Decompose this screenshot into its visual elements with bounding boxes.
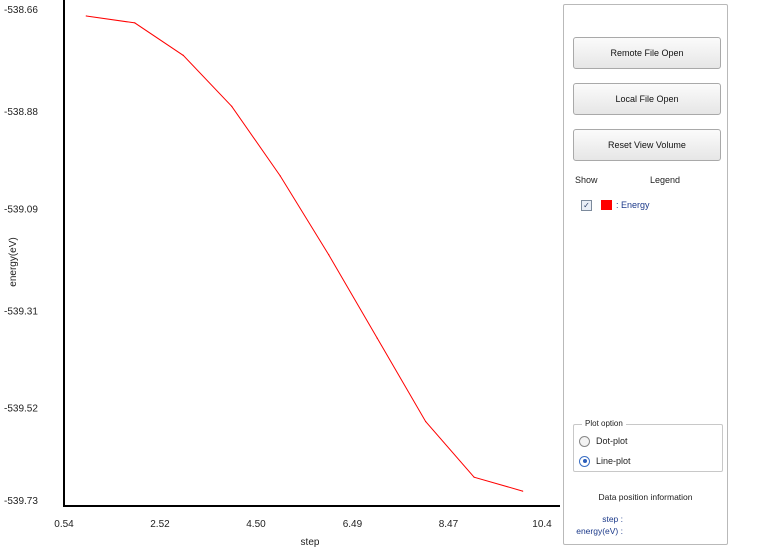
energy-data-point bbox=[328, 254, 330, 256]
show-column-header: Show bbox=[575, 175, 598, 185]
energy-data-point bbox=[522, 490, 524, 492]
line-plot-label: Line-plot bbox=[596, 456, 631, 466]
legend-color-swatch bbox=[601, 200, 612, 210]
energy-series-line bbox=[86, 15, 523, 492]
show-energy-checkbox[interactable]: ✓ bbox=[581, 199, 592, 211]
energy-line-chart[interactable]: -538.66 -538.88 -539.09 -539.31 -539.52 -539.… bbox=[0, 0, 560, 557]
legend-column-header: Legend bbox=[650, 175, 681, 185]
y-axis-title: energy(eV) bbox=[8, 237, 19, 286]
y-tick-label: -538.66 bbox=[4, 5, 38, 16]
x-axis-title: step bbox=[301, 537, 320, 548]
energy-data-point bbox=[473, 476, 475, 478]
reset-view-volume-button[interactable]: Reset View Volume bbox=[573, 129, 721, 161]
legend-item-energy: ✓ : Energy bbox=[581, 198, 650, 212]
energy-data-point bbox=[231, 105, 233, 107]
x-tick-label: 10.4 bbox=[532, 519, 552, 530]
dot-plot-label: Dot-plot bbox=[596, 436, 628, 446]
x-tick-label: 8.47 bbox=[439, 519, 459, 530]
legend-label: : Energy bbox=[616, 200, 650, 210]
remote-file-open-button[interactable]: Remote File Open bbox=[573, 37, 721, 69]
x-tick-label: 0.54 bbox=[54, 519, 74, 530]
y-tick-label: -539.73 bbox=[4, 496, 38, 507]
y-tick-label: -539.52 bbox=[4, 404, 38, 415]
line-plot-option[interactable]: Line-plot bbox=[579, 455, 631, 467]
y-tick-label: -539.09 bbox=[4, 204, 38, 215]
plot-area[interactable]: -538.66 -538.88 -539.09 -539.31 -539.52 -539.… bbox=[0, 0, 560, 557]
energy-readout: energy(eV) : bbox=[576, 526, 623, 536]
data-position-title: Data position information bbox=[598, 492, 693, 502]
x-tick-label: 4.50 bbox=[246, 519, 266, 530]
local-file-open-button[interactable]: Local File Open bbox=[573, 83, 721, 115]
x-tick-label: 2.52 bbox=[150, 519, 170, 530]
line-plot-radio[interactable] bbox=[579, 455, 590, 467]
x-tick-label: 6.49 bbox=[343, 519, 363, 530]
energy-data-point bbox=[425, 420, 427, 423]
energy-data-point bbox=[279, 175, 281, 177]
energy-data-point bbox=[85, 15, 87, 17]
dot-plot-radio[interactable] bbox=[579, 435, 590, 447]
energy-data-point bbox=[376, 337, 378, 339]
y-tick-label: -539.31 bbox=[4, 306, 38, 317]
plot-option-title: Plot option bbox=[582, 419, 626, 428]
energy-data-point bbox=[134, 22, 136, 24]
dot-plot-option[interactable]: Dot-plot bbox=[579, 435, 628, 447]
energy-data-point bbox=[182, 54, 184, 56]
plot-option-group: Plot option Dot-plot Line-plot bbox=[573, 419, 723, 472]
step-readout: step : bbox=[602, 514, 623, 524]
y-tick-label: -538.88 bbox=[4, 107, 38, 118]
control-panel: Remote File Open Local File Open Reset V… bbox=[563, 4, 728, 545]
